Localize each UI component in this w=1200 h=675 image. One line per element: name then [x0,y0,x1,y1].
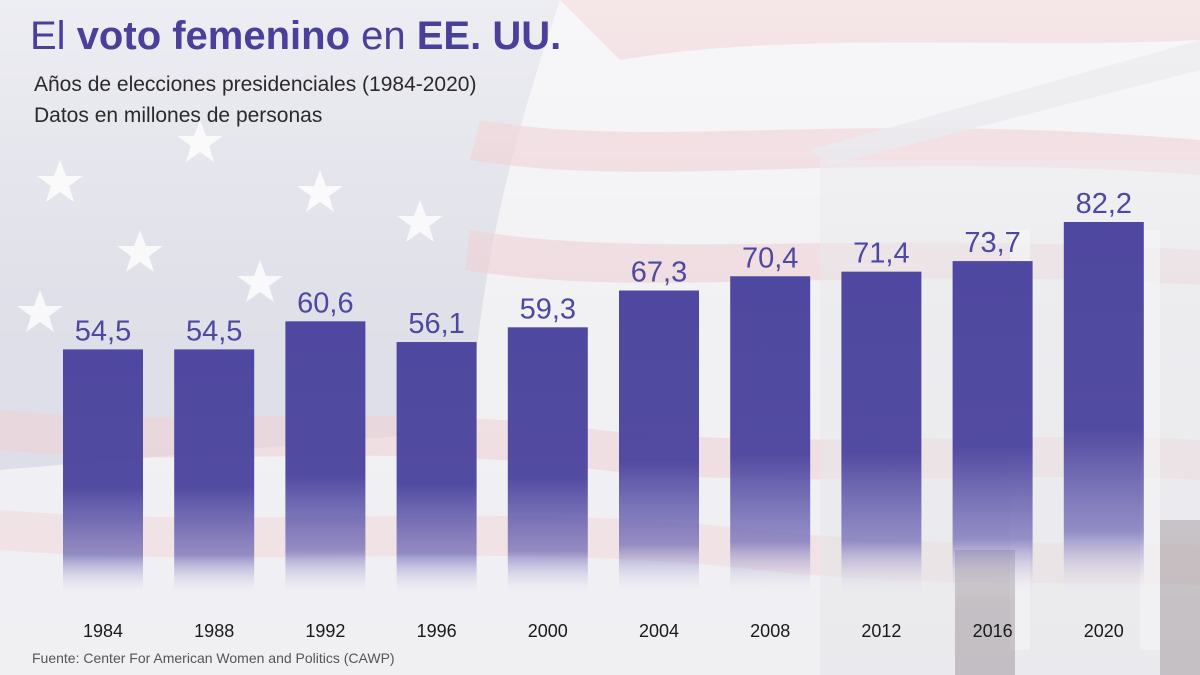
bars-group [63,222,1144,600]
x-tick-label-2008: 2008 [750,621,790,641]
value-label-2004: 67,3 [631,257,687,289]
bar-2004 [619,290,699,600]
x-tick-label-2000: 2000 [528,621,568,641]
bar-1996 [396,342,477,600]
value-label-2012: 71,4 [853,238,909,270]
value-label-1984: 54,5 [75,315,131,347]
bar-1988 [174,349,255,600]
subtitle-units: Datos en millones de personas [34,104,323,127]
bar-1984 [63,349,143,600]
title-bold-2: EE. UU. [416,14,562,58]
x-tick-label-1984: 1984 [83,621,123,641]
x-tick-label-2004: 2004 [639,621,679,641]
value-labels-group: 54,5 54,5 60,6 56,1 59,3 67,3 70,4 71,4 73,7 82,2 [75,188,1132,347]
value-label-2008: 70,4 [742,242,798,274]
value-label-1992: 60,6 [297,287,353,319]
value-label-1996: 56,1 [408,308,464,340]
x-tick-label-2020: 2020 [1084,621,1124,641]
bar-2020 [1063,222,1144,600]
subtitle-years: Años de elecciones presidenciales (1984-… [34,73,477,96]
bar-2016 [952,261,1033,600]
value-label-2000: 59,3 [520,293,576,325]
title-part-2: en [350,14,417,58]
bar-2000 [507,327,588,600]
value-label-1988: 54,5 [186,315,242,347]
bar-1992 [285,321,366,600]
title-part-1: El [30,14,77,58]
bar-2012 [841,271,922,600]
value-label-2016: 73,7 [964,227,1020,259]
x-tick-label-1996: 1996 [417,621,457,641]
chart-title: El voto femenino en EE. UU. [30,14,561,59]
x-tick-label-1992: 1992 [305,621,345,641]
value-label-2020: 82,2 [1076,188,1132,220]
x-tick-label-1988: 1988 [194,621,234,641]
x-tick-labels-group: 1984 1988 1992 1996 2000 2004 2008 2012 2016 2020 [83,621,1124,641]
source-note: Fuente: Center For American Women and Po… [32,650,395,666]
bar-2008 [730,276,811,600]
x-tick-label-2012: 2012 [861,621,901,641]
x-tick-label-2016: 2016 [973,621,1013,641]
title-bold-1: voto femenino [76,14,351,58]
